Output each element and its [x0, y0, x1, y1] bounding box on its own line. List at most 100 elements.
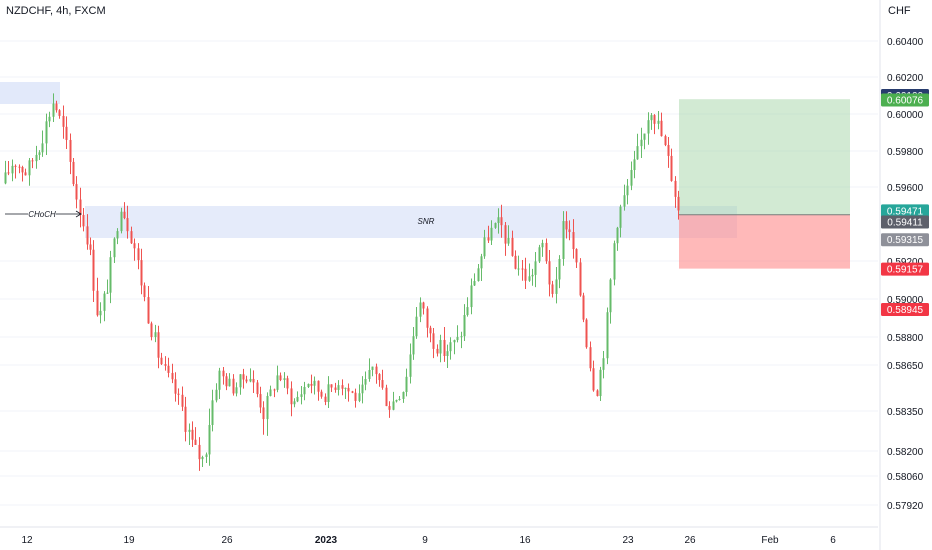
candle-body	[381, 380, 384, 388]
candle-body	[48, 116, 51, 122]
candle-body	[347, 387, 350, 392]
candle-body	[99, 310, 102, 316]
candle-body	[106, 292, 109, 294]
candle-body	[398, 398, 401, 400]
candle-body	[647, 120, 650, 134]
candle-body	[630, 169, 633, 186]
candle-body	[11, 165, 14, 174]
candle-body	[375, 366, 378, 375]
candle-body	[160, 357, 163, 365]
symbol-title[interactable]: NZDCHF, 4h, FXCM	[6, 5, 106, 17]
candle-body	[667, 145, 670, 156]
candle-body	[497, 217, 500, 224]
candle-body	[320, 391, 323, 397]
candle-body	[453, 340, 456, 343]
candle-body	[477, 268, 480, 282]
time-tick-label: 2023	[315, 535, 338, 546]
candle-body	[616, 227, 619, 244]
candle-body	[517, 268, 520, 270]
price-tag-1	[881, 93, 929, 107]
candle-body	[103, 293, 106, 311]
candle-body	[623, 195, 626, 207]
candle-body	[589, 347, 592, 369]
candle-body	[222, 370, 225, 377]
candle-body	[58, 110, 61, 116]
candle-body	[545, 242, 548, 262]
candle-body	[218, 370, 221, 390]
candle-body	[194, 439, 197, 445]
candle-body	[283, 378, 286, 380]
candle-body	[116, 231, 119, 239]
candle-body	[541, 242, 544, 248]
candle-body	[619, 206, 622, 228]
candle-body	[157, 332, 160, 358]
candle-body	[490, 227, 493, 241]
time-tick-label: Feb	[761, 535, 779, 546]
candle-body	[133, 243, 136, 249]
candle-body	[327, 384, 330, 402]
candle-body	[310, 383, 313, 386]
candle-body	[565, 221, 568, 230]
candle-body	[432, 333, 435, 349]
candle-body	[198, 444, 201, 460]
candle-body	[14, 165, 17, 167]
price-tag-label: 0.59157	[887, 265, 924, 276]
candle-body	[422, 302, 425, 309]
candle-body	[120, 211, 123, 232]
loss-zone	[679, 214, 850, 269]
candle-body	[555, 279, 558, 294]
candle-body	[21, 167, 24, 173]
candle-body	[613, 243, 616, 280]
price-tag-label: 0.60076	[887, 95, 924, 106]
candle-body	[171, 372, 174, 380]
candle-body	[650, 115, 653, 121]
price-tick-label: 0.58200	[887, 447, 924, 458]
candle-body	[599, 369, 602, 397]
candle-body	[392, 401, 395, 410]
candle-body	[303, 386, 306, 395]
price-tick-label: 0.59600	[887, 183, 924, 194]
candle-body	[446, 351, 449, 357]
price-tick-label: 0.59800	[887, 147, 924, 158]
candle-body	[473, 281, 476, 286]
candle-body	[436, 348, 439, 354]
candle-body	[300, 394, 303, 397]
price-tag-label: 0.59471	[887, 206, 924, 217]
candle-body	[534, 261, 537, 275]
candle-body	[507, 237, 510, 244]
candle-body	[426, 308, 429, 328]
price-tick-label: 0.59200	[887, 257, 924, 268]
candle-body	[150, 323, 153, 338]
price-tag-label: 0.58945	[887, 305, 924, 316]
candle-body	[262, 407, 265, 420]
price-tick-label: 0.60200	[887, 73, 924, 84]
candle-body	[660, 120, 663, 137]
candle-body	[293, 401, 296, 405]
candle-body	[211, 400, 214, 426]
candle-body	[232, 378, 235, 394]
candle-body	[259, 394, 262, 408]
time-tick-label: 19	[123, 535, 135, 546]
candle-body	[89, 244, 92, 250]
time-tick-label: 9	[422, 535, 428, 546]
candle-body	[174, 379, 177, 394]
candle-body	[330, 384, 333, 388]
candle-body	[75, 184, 78, 200]
candle-body	[337, 385, 340, 390]
candle-body	[568, 229, 571, 233]
candle-body	[164, 364, 167, 366]
candle-body	[82, 214, 85, 227]
candle-body	[239, 374, 242, 388]
candle-body	[551, 284, 554, 294]
candle-body	[602, 358, 605, 370]
candle-body	[69, 139, 72, 162]
choch-arrow	[75, 210, 82, 218]
candle-body	[643, 133, 646, 140]
price-tick-label: 0.58650	[887, 361, 924, 372]
price-tag-3	[881, 215, 929, 229]
candle-body	[86, 226, 89, 245]
candle-body	[7, 172, 10, 174]
candle-body	[633, 159, 636, 170]
